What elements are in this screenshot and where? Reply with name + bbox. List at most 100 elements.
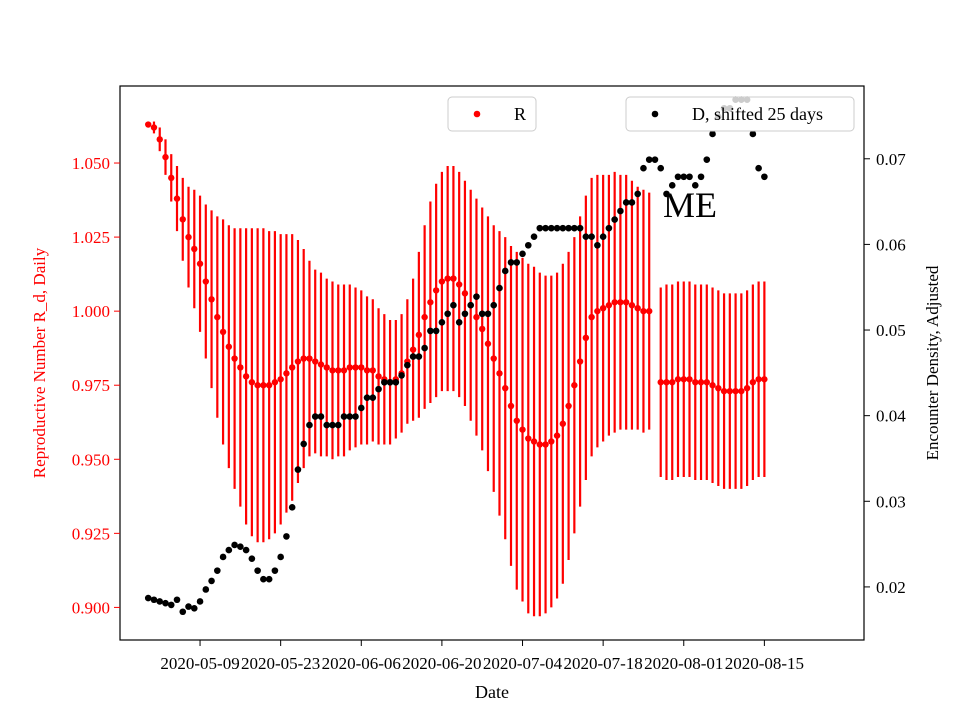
d-point <box>265 575 273 583</box>
r-point <box>571 382 578 389</box>
r-point <box>548 438 555 445</box>
d-point <box>185 603 192 610</box>
d-point <box>634 190 641 198</box>
d-point <box>150 596 158 604</box>
r-point <box>617 299 624 306</box>
d-point <box>392 378 400 386</box>
d-point <box>524 241 532 249</box>
r-point <box>312 358 319 365</box>
r-point <box>484 340 492 347</box>
r-point <box>646 307 653 315</box>
right-tick-label: 0.02 <box>876 578 906 597</box>
r-point <box>277 376 284 383</box>
r-point <box>409 346 417 353</box>
d-point <box>398 372 405 379</box>
r-point <box>208 296 215 303</box>
r-point <box>622 299 630 306</box>
d-point <box>478 310 486 318</box>
r-point <box>438 278 446 285</box>
r-point <box>444 275 451 282</box>
r-point <box>421 313 428 321</box>
x-axis-label: Date <box>475 682 509 702</box>
r-point <box>686 376 693 383</box>
d-point <box>260 575 267 583</box>
r-point <box>726 387 734 395</box>
d-point <box>645 156 653 163</box>
d-point <box>283 533 290 540</box>
r-point <box>265 382 273 389</box>
x-tick-label: 2020-07-18 <box>563 654 642 673</box>
r-point <box>162 153 169 161</box>
r-point <box>306 355 313 362</box>
d-point <box>450 301 457 309</box>
r-point <box>536 441 543 448</box>
d-point <box>334 421 342 429</box>
r-point <box>219 328 227 336</box>
r-point <box>755 376 762 383</box>
d-point <box>663 190 670 198</box>
d-point <box>271 567 279 574</box>
d-point <box>513 259 521 266</box>
r-point <box>496 370 503 377</box>
d-point <box>415 353 423 360</box>
r-point <box>254 382 261 389</box>
x-tick-label: 2020-06-20 <box>402 654 481 673</box>
r-point <box>283 370 290 377</box>
d-point <box>202 586 210 593</box>
r-point <box>317 361 325 368</box>
r-point <box>553 432 561 439</box>
left-tick-label: 0.975 <box>72 376 110 395</box>
d-point <box>709 130 716 138</box>
r-point <box>761 376 768 383</box>
d-point <box>369 394 377 401</box>
d-point <box>357 404 365 412</box>
d-point <box>438 319 446 326</box>
d-point <box>277 553 284 561</box>
left-tick-label: 1.050 <box>72 154 110 173</box>
r-point <box>542 441 549 448</box>
legend-d-label: D, shifted 25 days <box>692 104 823 124</box>
r-point <box>605 302 613 309</box>
d-point <box>565 224 572 232</box>
d-point <box>582 233 590 241</box>
d-point <box>651 156 659 163</box>
d-point <box>588 233 595 241</box>
d-point <box>317 413 325 420</box>
d-point <box>496 284 503 292</box>
d-point-group <box>144 96 768 616</box>
x-tick-label: 2020-07-04 <box>483 654 563 673</box>
d-point <box>386 378 394 386</box>
r-point <box>507 402 515 410</box>
d-point <box>622 199 630 206</box>
r-point <box>156 136 163 143</box>
d-point <box>306 421 313 429</box>
r-point <box>145 121 152 128</box>
r-point <box>185 233 192 241</box>
x-tick-label: 2020-05-23 <box>241 654 320 673</box>
r-point <box>271 379 279 386</box>
r-point <box>559 420 567 427</box>
r-point <box>340 367 348 374</box>
r-point <box>669 379 676 386</box>
r-point <box>479 325 486 333</box>
me-annotation: ME <box>663 185 717 225</box>
d-point <box>352 413 359 420</box>
d-point <box>617 207 624 215</box>
d-point <box>381 378 388 386</box>
r-point <box>288 364 296 371</box>
r-point <box>640 307 647 315</box>
x-axis-ticks: 2020-05-09 2020-05-23 2020-06-06 2020-06-20… <box>160 640 804 673</box>
d-point <box>761 173 768 181</box>
r-point-group <box>145 121 768 448</box>
d-point <box>311 413 319 420</box>
r-point <box>594 307 601 315</box>
r-point <box>191 245 198 253</box>
d-point <box>340 413 348 420</box>
r-point <box>173 195 181 202</box>
left-tick-label: 0.925 <box>72 524 110 543</box>
d-point <box>173 596 181 604</box>
legend-d: D, shifted 25 days <box>625 96 855 132</box>
right-tick-label: 0.06 <box>876 235 906 254</box>
